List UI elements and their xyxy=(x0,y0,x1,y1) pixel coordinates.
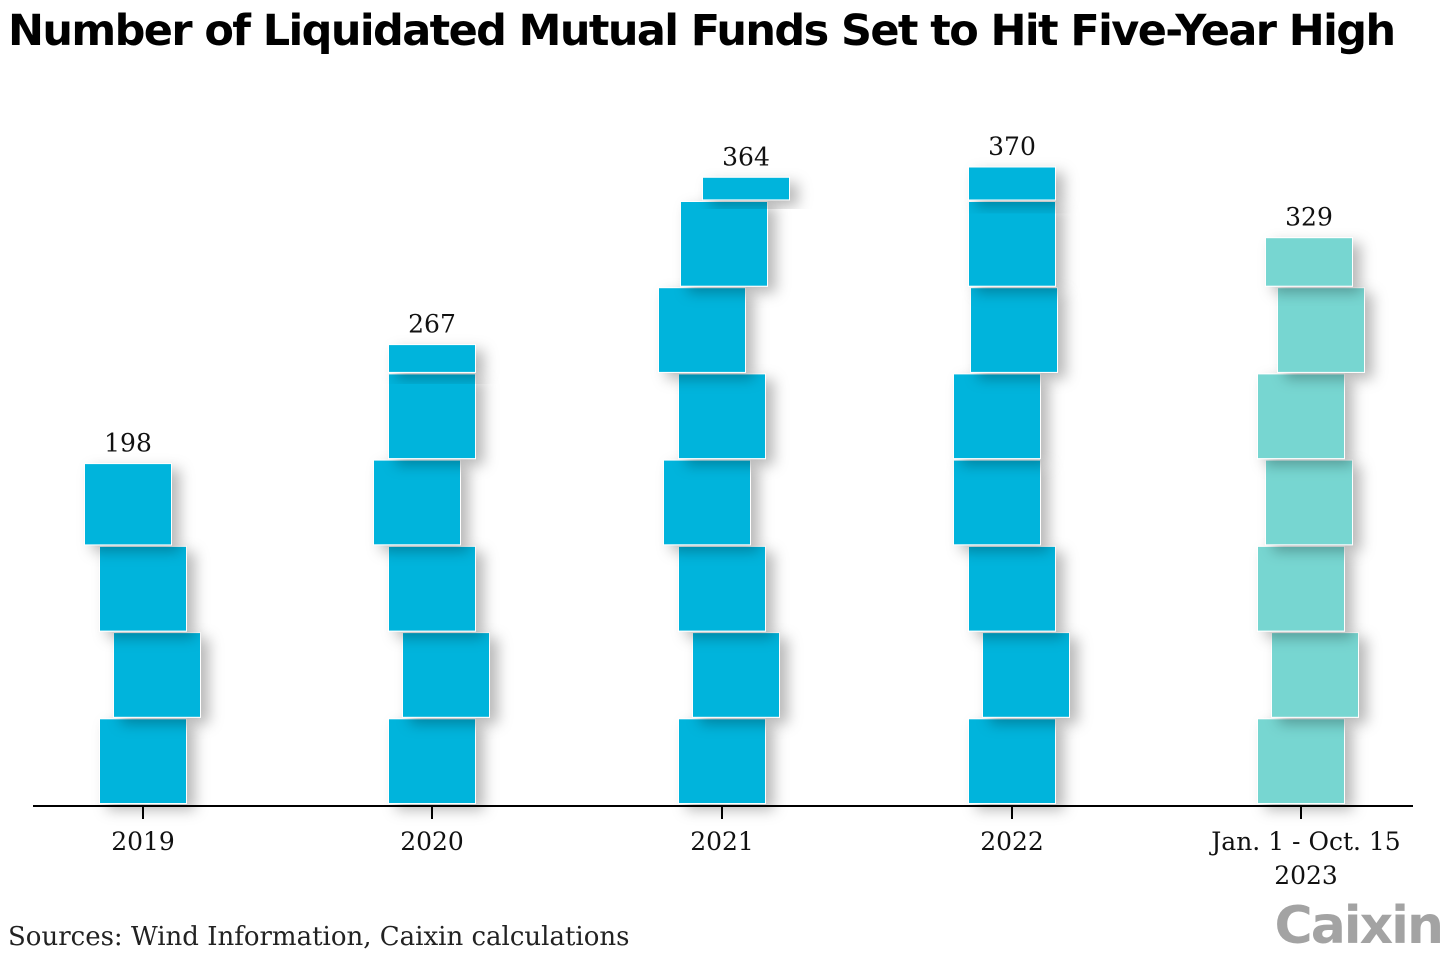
caixin-logo: Caixin xyxy=(1274,896,1444,956)
bar-block xyxy=(99,718,187,804)
bar-block xyxy=(402,632,490,718)
bar-block xyxy=(680,201,768,287)
data-label: 198 xyxy=(104,429,152,458)
data-label: 329 xyxy=(1285,203,1333,232)
bar-block xyxy=(1271,632,1359,718)
bar-block xyxy=(692,632,780,718)
bar-block xyxy=(1265,237,1353,287)
bar-block xyxy=(1277,287,1365,373)
bar-block xyxy=(1257,373,1345,460)
bar-block xyxy=(953,373,1041,460)
bar-block xyxy=(388,373,476,460)
bar-block xyxy=(658,287,746,373)
bar-block xyxy=(678,373,766,460)
x-tick-label: 2019 xyxy=(111,827,175,856)
chart-title: Number of Liquidated Mutual Funds Set to… xyxy=(8,6,1396,56)
bar-block xyxy=(968,201,1056,287)
bar-block xyxy=(702,176,790,201)
bar-block xyxy=(953,459,1041,546)
bar-block xyxy=(968,718,1056,804)
bar-block xyxy=(1265,459,1353,546)
bar-block xyxy=(84,463,172,546)
bar-block xyxy=(1257,545,1345,632)
bar-block xyxy=(678,718,766,804)
bar-block xyxy=(99,545,187,632)
x-tick-label: 2022 xyxy=(980,827,1044,856)
x-tick-label: 2021 xyxy=(690,827,754,856)
bar-block xyxy=(373,459,461,546)
x-tick-label: Jan. 1 - Oct. 15 xyxy=(1208,827,1400,856)
bar-block xyxy=(968,166,1056,201)
bar-block xyxy=(388,545,476,632)
bar-block xyxy=(388,344,476,373)
data-label: 370 xyxy=(988,132,1036,161)
sources-note: Sources: Wind Information, Caixin calcul… xyxy=(8,922,630,952)
data-label: 267 xyxy=(408,310,456,339)
data-label: 364 xyxy=(722,142,770,171)
x-tick-label: 2020 xyxy=(400,827,464,856)
bar-block xyxy=(663,459,751,546)
bar-block xyxy=(968,545,1056,632)
bar-block xyxy=(1257,718,1345,804)
bar-block xyxy=(982,632,1070,718)
bar-block xyxy=(388,718,476,804)
bar-block xyxy=(113,632,201,718)
bar-block xyxy=(678,545,766,632)
bar-block xyxy=(970,287,1058,373)
x-tick-label: 2023 xyxy=(1274,861,1338,890)
